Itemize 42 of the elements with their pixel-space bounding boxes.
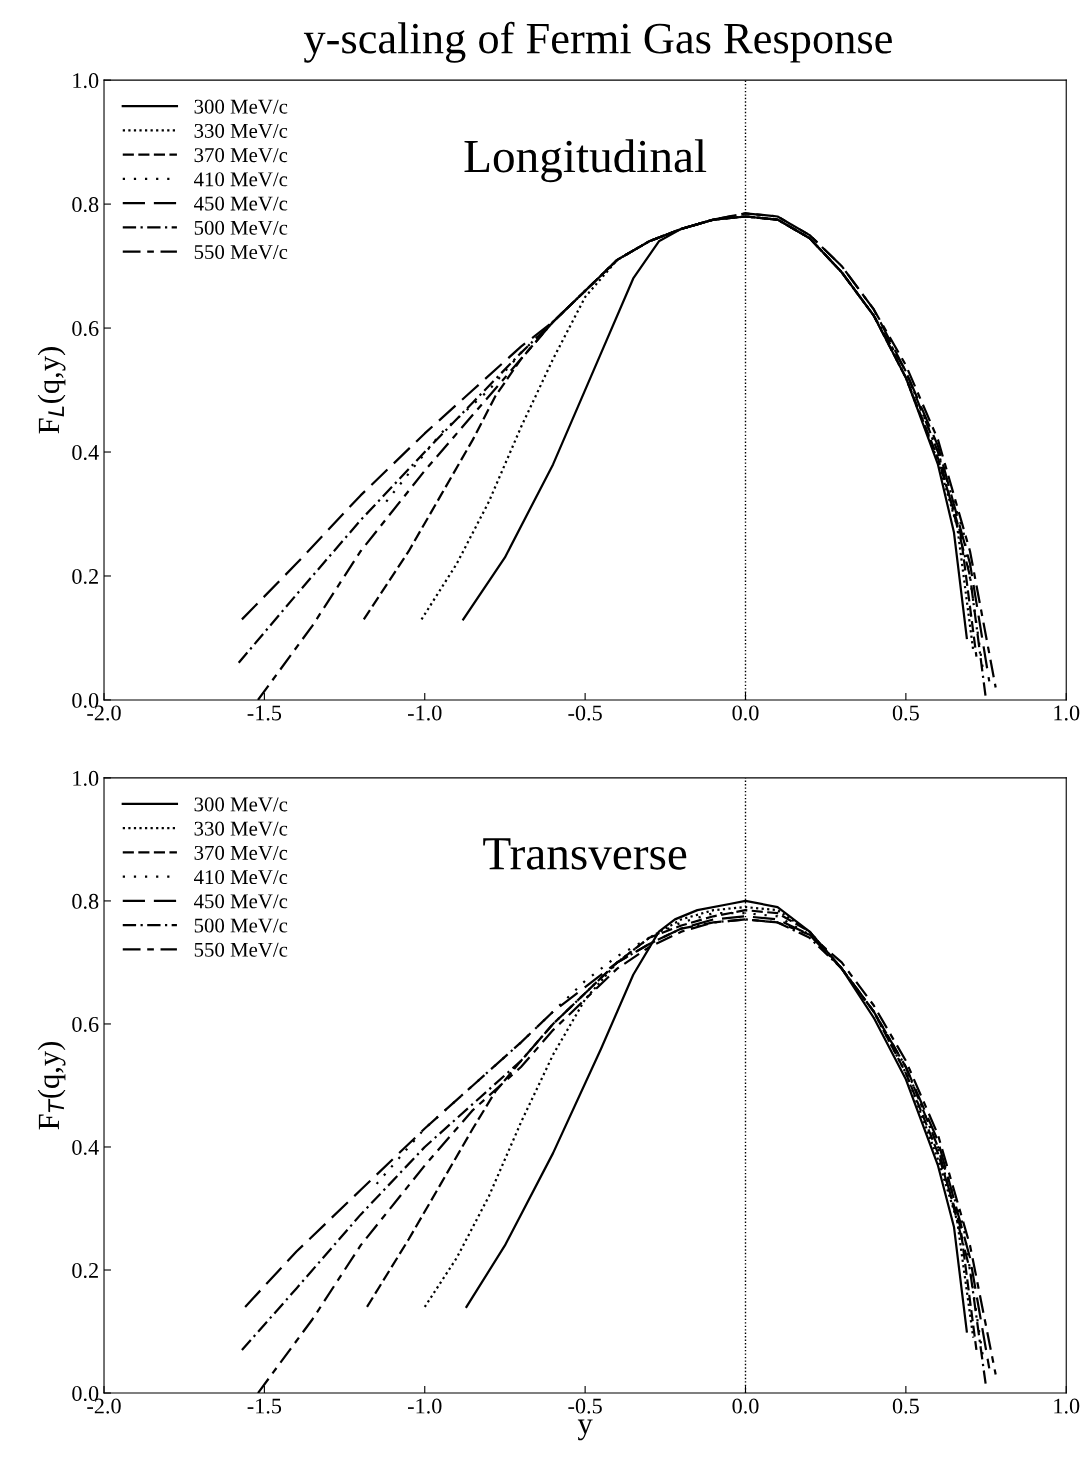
x-tick-label: -0.5 xyxy=(568,1398,602,1414)
legend-label: 300 MeV/c xyxy=(194,797,288,812)
legend-label: 450 MeV/c xyxy=(194,894,288,909)
legend-label: 410 MeV/c xyxy=(194,172,288,187)
x-tick-label: 1.0 xyxy=(1054,705,1080,721)
y-tick-label: 0.6 xyxy=(72,320,99,337)
legend-label: 500 MeV/c xyxy=(194,918,288,933)
y-tick-label: 1.0 xyxy=(73,770,99,786)
x-tick-label: -1.5 xyxy=(247,705,282,721)
x-tick-label: 0.0 xyxy=(732,1398,759,1414)
y-axis-title: F$_{T}$(q,y) xyxy=(37,1041,66,1130)
legend-label: 500 MeV/c xyxy=(194,220,288,235)
y-tick-label: 0.4 xyxy=(72,1139,99,1156)
x-tick-label: 0.0 xyxy=(732,705,759,721)
x-tick-label: -1.5 xyxy=(247,1398,282,1414)
legend-label: 450 MeV/c xyxy=(194,196,288,211)
x-axis-title: y xyxy=(577,1419,593,1441)
annotation: Longitudinal xyxy=(464,139,707,183)
y-tick-label: 0.4 xyxy=(72,444,99,461)
x-tick-label: 1.0 xyxy=(1054,1398,1080,1414)
legend-label: 370 MeV/c xyxy=(194,148,288,163)
x-tick-label: -1.0 xyxy=(407,705,442,721)
y-tick-label: 0.8 xyxy=(72,893,99,909)
y-tick-label: 0.8 xyxy=(72,197,99,213)
legend-label: 300 MeV/c xyxy=(194,99,288,114)
x-tick-label: -1.0 xyxy=(407,1398,442,1414)
y-tick-label: 0.2 xyxy=(72,568,98,585)
y-tick-label: 0.6 xyxy=(72,1016,99,1032)
y-tick-label: 0.2 xyxy=(72,1262,98,1279)
legend-label: 330 MeV/c xyxy=(194,123,288,139)
x-tick-label: 0.5 xyxy=(892,705,919,721)
legend-label: 330 MeV/c xyxy=(194,821,288,836)
legend-label: 410 MeV/c xyxy=(194,870,288,885)
legend-label: 550 MeV/c xyxy=(194,942,288,957)
y-tick-label: 1.0 xyxy=(73,73,99,89)
annotation: Transverse xyxy=(483,838,687,870)
x-tick-label: 0.5 xyxy=(892,1398,919,1414)
y-axis-title: F$_{L}$(q,y) xyxy=(37,347,66,434)
x-tick-label: -0.5 xyxy=(568,705,602,721)
legend-label: 550 MeV/c xyxy=(194,244,288,260)
chart-title: y-scaling of Fermi Gas Response xyxy=(303,21,892,63)
legend-label: 370 MeV/c xyxy=(194,845,288,860)
